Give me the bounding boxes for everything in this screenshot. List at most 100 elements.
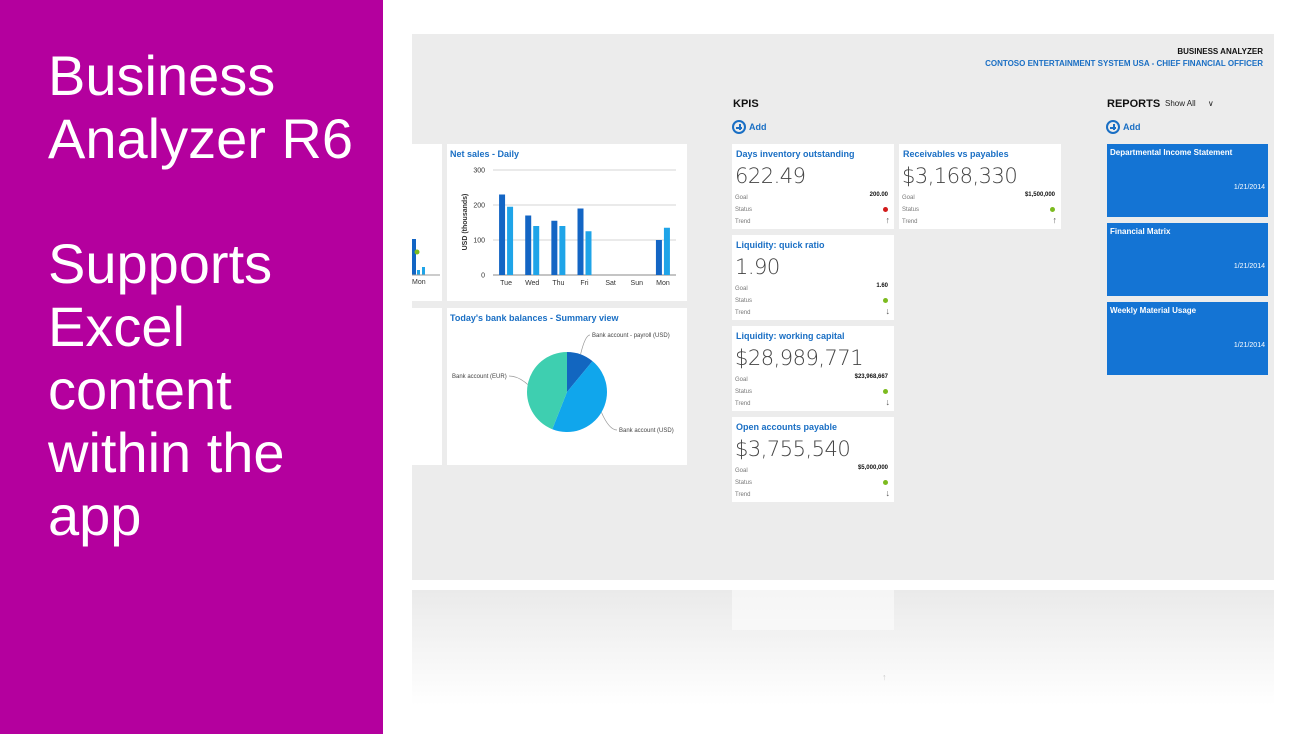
net-sales-chart: 0 100 200 300 USD (thousands) Tue Wed Thu Fri Sat… <box>462 168 676 287</box>
x-tick-label: Sat <box>605 280 616 287</box>
y-tick-label: 0 <box>481 273 485 280</box>
slide-subtitle: Supports Excel content within the app <box>48 232 285 547</box>
partial-tick-label: Mon <box>412 279 426 286</box>
kpi-goal-value: 1.60 <box>876 283 888 289</box>
partial-chart-tile[interactable]: Mon <box>412 144 442 301</box>
trend-down-icon: ↓ <box>885 488 891 498</box>
app-title: BUSINESS ANALYZER <box>1177 47 1263 56</box>
kpi-goal-label: Goal <box>735 377 748 383</box>
kpi-value: $28,989,771 <box>735 346 864 370</box>
kpi-tile[interactable]: Open accounts payable $3,755,540 Goal Statu… <box>732 417 894 502</box>
kpi-tile[interactable]: Liquidity: quick ratio 1.90 Goal Status Tren… <box>732 235 894 320</box>
x-tick-label: Tue <box>500 280 512 287</box>
pie-label: Bank account (EUR) <box>452 374 507 380</box>
pie-slice <box>552 361 607 432</box>
kpi-value: 622.49 <box>735 164 806 188</box>
pie-leader-line <box>580 334 591 355</box>
report-name: Financial Matrix <box>1110 227 1171 236</box>
y-tick-label: 300 <box>473 168 485 175</box>
kpis-add-label: Add <box>749 122 767 132</box>
partial-bar-1 <box>412 239 416 275</box>
add-icon <box>1106 120 1120 134</box>
add-icon <box>732 120 746 134</box>
trend-down-icon: ↓ <box>885 397 891 407</box>
kpi-tile[interactable]: Days inventory outstanding 622.49 Goal Stat… <box>732 144 894 229</box>
kpi-goal-value: $5,000,000 <box>857 465 888 471</box>
pie-slice <box>527 352 567 430</box>
slide-title: Business Analyzer R6 <box>48 44 354 170</box>
kpi-goal-value: $1,500,000 <box>1024 192 1055 198</box>
bar <box>533 226 540 275</box>
bar <box>577 208 584 275</box>
kpi-value: $3,168,330 <box>902 164 1018 188</box>
kpi-value: 1.90 <box>735 255 780 279</box>
kpi-goal-label: Goal <box>735 468 748 474</box>
pie-label: Bank account - payroll (USD) <box>592 333 670 339</box>
reports-filter-select[interactable]: Show All ∨ <box>1165 99 1214 108</box>
trend-up-icon: ↑ <box>885 215 891 225</box>
slide-title-panel: Business Analyzer R6 Supports Excel cont… <box>0 0 383 734</box>
kpi-tile[interactable]: Receivables vs payables $3,168,330 Goal Sta… <box>899 144 1061 229</box>
kpi-trend-label: Trend <box>735 310 751 316</box>
partial-chart: Mon <box>412 239 440 286</box>
kpi-value: $3,755,540 <box>735 437 851 461</box>
app-screenshot: BUSINESS ANALYZER CONTOSO ENTERTAINMENT … <box>412 34 1274 580</box>
bar <box>585 231 592 275</box>
pie-leader-line <box>601 412 618 431</box>
x-tick-label: Fri <box>580 280 589 287</box>
net-sales-title: Net sales - Daily <box>450 149 520 159</box>
reports-add-label: Add <box>1123 122 1141 132</box>
status-indicator <box>883 207 888 212</box>
trend-up-icon: ↑ <box>1052 215 1058 225</box>
kpi-tile[interactable]: Liquidity: working capital $28,989,771 Goa… <box>732 326 894 411</box>
kpi-trend-label: Trend <box>735 401 751 407</box>
report-date: 1/21/2014 <box>1233 263 1265 270</box>
partial-bar-3 <box>422 267 425 275</box>
bar <box>499 194 506 275</box>
x-tick-label: Mon <box>656 280 670 287</box>
reports-add-button[interactable]: Add <box>1106 120 1141 134</box>
app-subtitle: CONTOSO ENTERTAINMENT SYSTEM USA - CHIEF… <box>985 59 1263 68</box>
screen-reflection: ↑ <box>412 590 1274 734</box>
partial-tile[interactable] <box>412 308 442 465</box>
bank-balances-chart: Bank account - payroll (USD) Bank account… <box>452 333 674 434</box>
kpi-status-label: Status <box>735 207 753 213</box>
kpi-goal-label: Goal <box>735 286 748 292</box>
bar <box>551 220 558 275</box>
bar <box>655 240 662 275</box>
kpi-goal-label: Goal <box>902 195 915 201</box>
net-sales-tile[interactable]: Net sales - Daily 0 100 200 300 USD (thousan… <box>447 144 687 301</box>
bank-balances-tile[interactable]: Today's bank balances - Summary view Ban… <box>447 308 687 465</box>
report-tile[interactable]: Financial Matrix 1/21/2014 <box>1107 223 1268 296</box>
kpi-trend-label: Trend <box>902 219 918 225</box>
y-axis-label: USD (thousands) <box>462 194 469 251</box>
bar <box>663 227 670 275</box>
x-tick-label: Thu <box>552 280 564 287</box>
bar <box>525 215 532 275</box>
bank-balances-title: Today's bank balances - Summary view <box>450 313 619 323</box>
y-tick-label: 100 <box>473 238 485 245</box>
kpis-add-button[interactable]: Add <box>732 120 767 134</box>
kpi-title: Liquidity: quick ratio <box>736 240 825 250</box>
kpi-status-label: Status <box>735 298 753 304</box>
partial-bar-2 <box>417 270 420 275</box>
report-name: Departmental Income Statement <box>1110 148 1233 157</box>
reflection-trend-icon: ↑ <box>882 672 887 682</box>
report-tile[interactable]: Weekly Material Usage 1/21/2014 <box>1107 302 1268 375</box>
pie-label: Bank account (USD) <box>619 428 674 434</box>
report-name: Weekly Material Usage <box>1110 306 1197 315</box>
trend-down-icon: ↓ <box>885 306 891 316</box>
kpi-trend-label: Trend <box>735 219 751 225</box>
kpi-title: Open accounts payable <box>736 422 838 432</box>
x-tick-label: Wed <box>525 280 539 287</box>
kpi-title: Liquidity: working capital <box>736 331 845 341</box>
kpi-status-label: Status <box>735 389 753 395</box>
bar <box>507 206 514 275</box>
reflection-tile <box>732 590 894 630</box>
kpis-heading: KPIS <box>733 98 759 110</box>
status-indicator <box>883 298 888 303</box>
reports-heading: REPORTS <box>1107 98 1161 110</box>
status-indicator <box>883 389 888 394</box>
report-tile[interactable]: Departmental Income Statement 1/21/2014 <box>1107 144 1268 217</box>
x-tick-label: Sun <box>631 280 644 287</box>
